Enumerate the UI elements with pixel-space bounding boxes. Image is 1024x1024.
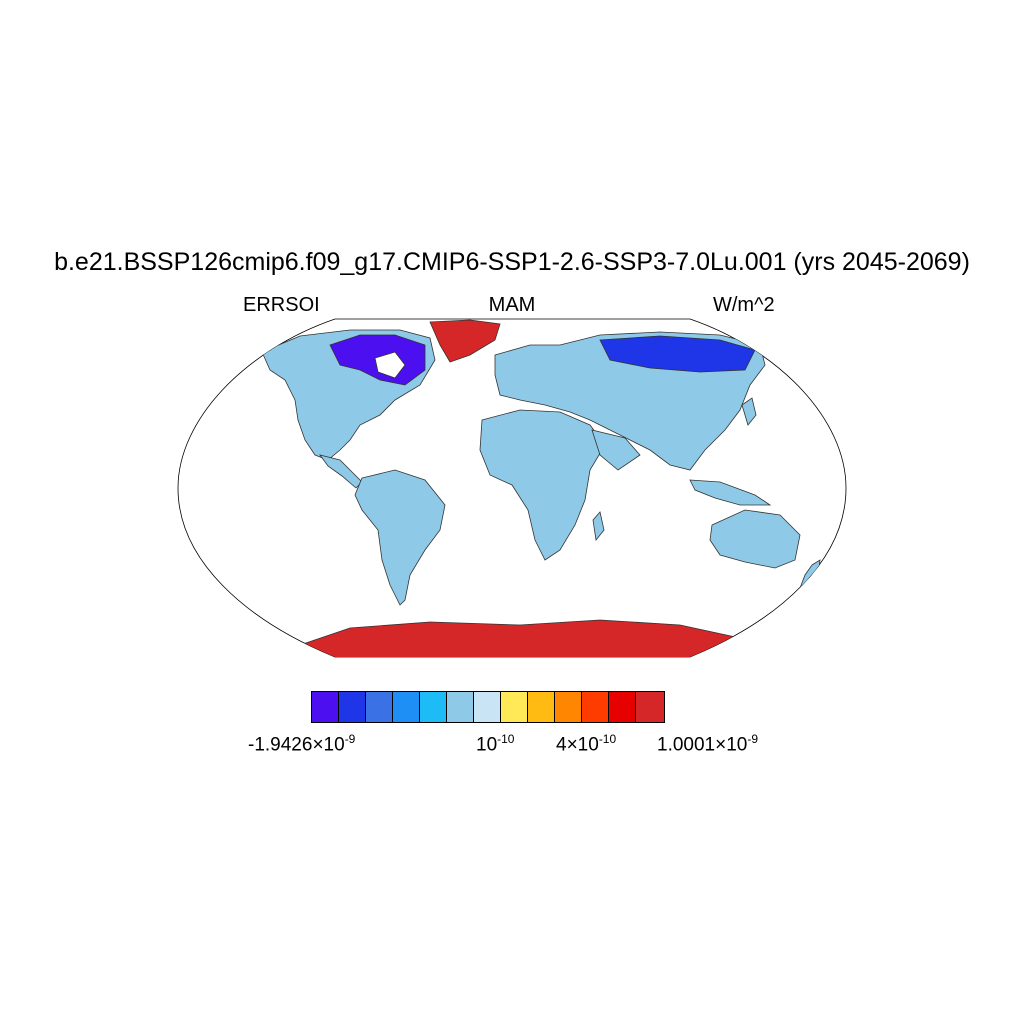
colorbar-box-9 [555,692,582,722]
colorbar-box-3 [393,692,420,722]
colorbar-box-0 [312,692,339,722]
colorbar-box-5 [447,692,474,722]
greenland [429,319,501,363]
units-label: W/m^2 [713,294,775,316]
plot-title: b.e21.BSSP126cmip6.f09_g17.CMIP6-SSP1-2.… [54,248,970,276]
colorbar-box-10 [582,692,609,722]
colorbar-label-4e-10: 4×10-10 [556,732,617,756]
variable-label: ERRSOI [243,294,320,316]
africa [479,409,606,561]
colorbar-box-11 [609,692,636,722]
hudson-bay [374,351,406,379]
arabia [591,429,641,471]
japan [741,397,757,426]
season-label: MAM [488,294,536,316]
australia [709,509,801,569]
colorbar-box-2 [366,692,393,722]
colorbar [311,691,665,723]
colorbar-box-12 [636,692,664,722]
madagascar [592,511,605,541]
colorbar-box-6 [474,692,501,722]
colorbar-box-4 [420,692,447,722]
colorbar-label-max: 1.0001×10-9 [657,732,759,756]
colorbar-box-7 [501,692,528,722]
colorbar-box-8 [528,692,555,722]
south-america [354,469,446,606]
antarctica [278,619,761,657]
colorbar-box-1 [339,692,366,722]
colorbar-label-min: -1.9426×10-9 [248,732,356,756]
siberia [599,335,756,373]
colorbar-label-1e-10: 10-10 [476,732,515,756]
indonesia [689,479,772,506]
